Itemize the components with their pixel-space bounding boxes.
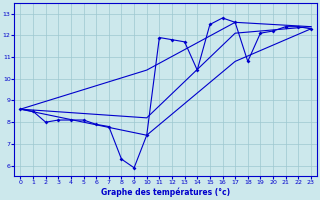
X-axis label: Graphe des températures (°c): Graphe des températures (°c) — [101, 188, 230, 197]
